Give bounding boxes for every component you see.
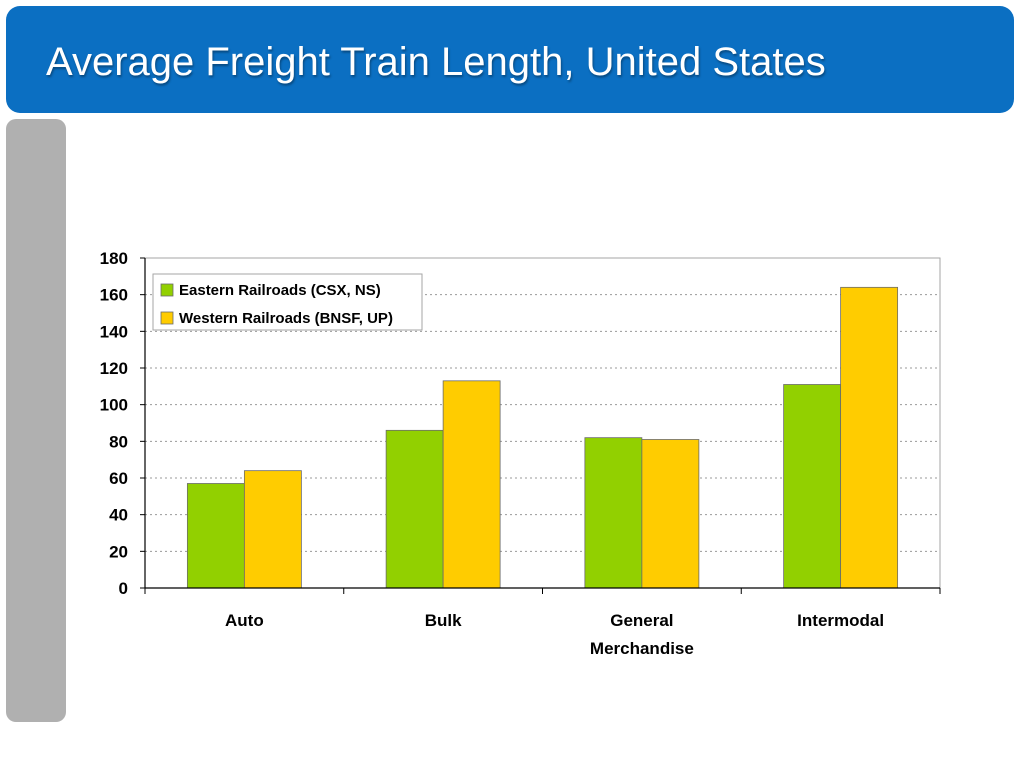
y-tick-labels: 0 20 40 60 80 100 120 140 160 180 [100, 249, 128, 598]
y-tick-label: 20 [109, 542, 128, 561]
y-tick-label: 140 [100, 322, 128, 341]
x-tick-label: Bulk [425, 611, 462, 630]
x-tick-label: Intermodal [797, 611, 884, 630]
bar [783, 384, 842, 589]
y-tick-label: 40 [109, 506, 128, 525]
x-tick-label: Auto [225, 611, 264, 630]
y-tick-label: 0 [119, 579, 128, 598]
y-tick-label: 100 [100, 396, 128, 415]
title-bar [6, 6, 1014, 113]
x-tick-label: Merchandise [590, 639, 694, 658]
x-tick-label: General [610, 611, 673, 630]
slide-title: Average Freight Train Length, United Sta… [46, 40, 826, 84]
y-tick-label: 80 [109, 432, 128, 451]
y-tick-label: 160 [100, 286, 128, 305]
legend-swatch [160, 283, 174, 297]
legend-swatch [160, 311, 174, 325]
legend-box [152, 273, 423, 331]
y-tick-label: 60 [109, 469, 128, 488]
side-bar [6, 119, 66, 722]
bar [641, 439, 700, 589]
bar [840, 286, 899, 589]
y-tick-label: 120 [100, 359, 128, 378]
bar [442, 380, 501, 589]
bar [385, 429, 444, 589]
bar [243, 470, 302, 589]
bar [186, 483, 245, 589]
y-tick-label: 180 [100, 249, 128, 268]
bars [186, 286, 899, 589]
legend-label: Eastern Railroads (CSX, NS) [179, 282, 381, 299]
x-tick-labels: Auto Bulk General Merchandise Intermodal [225, 611, 884, 658]
bar [584, 437, 643, 589]
legend-label: Western Railroads (BNSF, UP) [179, 310, 393, 327]
axes [140, 257, 941, 594]
legend: Eastern Railroads (CSX, NS) Western Railr… [152, 273, 423, 331]
